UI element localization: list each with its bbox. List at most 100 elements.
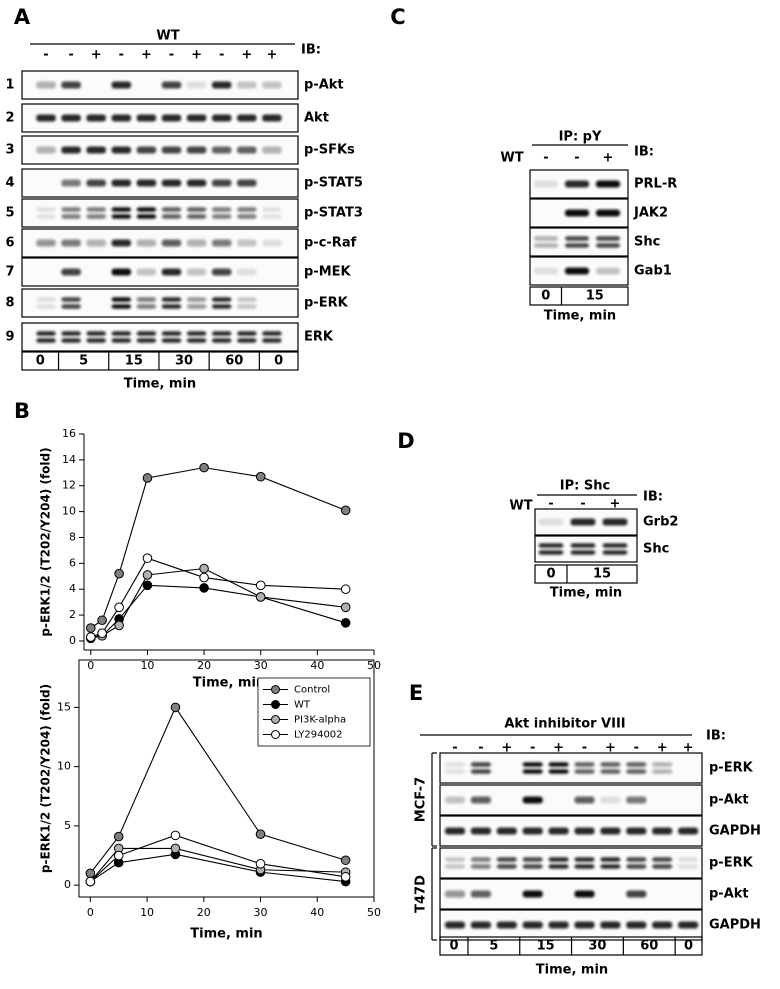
band bbox=[564, 236, 590, 241]
band bbox=[237, 146, 257, 154]
band bbox=[522, 827, 543, 835]
band bbox=[444, 796, 466, 804]
band bbox=[136, 338, 157, 343]
data-point bbox=[340, 872, 351, 882]
data-point bbox=[255, 471, 266, 482]
y-tick-label: 8 bbox=[69, 530, 76, 543]
data-point bbox=[142, 580, 153, 591]
band bbox=[564, 209, 590, 217]
band bbox=[111, 114, 132, 122]
time-value: 15 bbox=[125, 354, 143, 369]
band bbox=[136, 146, 157, 154]
data-point bbox=[255, 580, 266, 591]
lane-sign: - bbox=[548, 497, 553, 512]
series-line bbox=[90, 584, 346, 639]
band bbox=[262, 338, 282, 343]
y-tick-label: 0 bbox=[64, 878, 71, 891]
band bbox=[237, 304, 257, 309]
y-axis-label: p-ERK1/2 (T202/Y204) (fold) bbox=[39, 684, 53, 873]
series-line bbox=[90, 567, 346, 638]
band bbox=[496, 827, 517, 835]
time-value: 15 bbox=[586, 289, 604, 304]
band bbox=[626, 827, 647, 835]
legend-marker bbox=[271, 715, 280, 724]
ib-label: IB: bbox=[634, 145, 654, 160]
band bbox=[36, 207, 56, 212]
x-tick-label: 30 bbox=[254, 659, 268, 672]
band bbox=[262, 239, 282, 247]
time-value: 15 bbox=[537, 939, 555, 954]
band bbox=[186, 304, 207, 309]
band bbox=[626, 890, 647, 898]
lane-sign: - bbox=[119, 48, 124, 63]
band bbox=[570, 550, 596, 555]
data-point bbox=[199, 563, 209, 574]
row-label: p-ERK bbox=[709, 761, 754, 776]
data-point bbox=[340, 505, 351, 516]
time-label: Time, min bbox=[124, 377, 196, 392]
band bbox=[237, 179, 257, 187]
lane-sign: + bbox=[657, 741, 668, 756]
band bbox=[86, 179, 106, 187]
band bbox=[595, 243, 621, 248]
row-label: p-STAT5 bbox=[304, 176, 363, 191]
legend-marker bbox=[271, 700, 280, 709]
row-number: 5 bbox=[5, 206, 14, 221]
row-label: p-STAT3 bbox=[304, 206, 363, 221]
time-label: Time, min bbox=[544, 309, 616, 324]
band bbox=[548, 864, 569, 869]
band bbox=[111, 207, 132, 212]
band bbox=[211, 331, 232, 336]
series-line bbox=[90, 853, 346, 883]
lane-sign: - bbox=[169, 48, 174, 63]
blot-frame bbox=[21, 198, 299, 228]
band bbox=[522, 769, 543, 774]
band bbox=[186, 179, 207, 187]
lane-sign: - bbox=[68, 48, 73, 63]
band bbox=[600, 827, 621, 835]
band bbox=[61, 81, 81, 89]
band bbox=[533, 243, 559, 248]
band bbox=[111, 268, 132, 276]
data-point bbox=[113, 850, 124, 861]
time-frame bbox=[529, 286, 629, 306]
bands bbox=[444, 827, 699, 835]
blot-frame bbox=[529, 227, 629, 257]
band bbox=[522, 890, 543, 898]
bands bbox=[444, 890, 647, 898]
bands bbox=[36, 81, 282, 89]
band bbox=[61, 114, 81, 122]
legend-label: WT bbox=[294, 700, 311, 711]
y-tick-label: 2 bbox=[69, 608, 76, 621]
band bbox=[211, 214, 232, 219]
time-value: 0 bbox=[684, 939, 693, 954]
wt-label: WT bbox=[500, 151, 523, 166]
bands bbox=[61, 268, 257, 276]
lane-sign: + bbox=[241, 48, 252, 63]
ib-label: IB: bbox=[643, 490, 663, 505]
row-number: 4 bbox=[5, 176, 14, 191]
band bbox=[111, 146, 132, 154]
band bbox=[677, 864, 699, 869]
band bbox=[61, 146, 81, 154]
data-point bbox=[114, 602, 124, 613]
series-line bbox=[89, 834, 346, 882]
band bbox=[136, 268, 157, 276]
band bbox=[161, 114, 182, 122]
band bbox=[136, 331, 157, 336]
lane-sign: + bbox=[141, 48, 152, 63]
row-label: GAPDH bbox=[709, 918, 761, 933]
band bbox=[111, 304, 132, 309]
band bbox=[161, 304, 182, 309]
band bbox=[652, 769, 673, 774]
data-point bbox=[85, 868, 96, 879]
time-value: 5 bbox=[79, 354, 88, 369]
row-number: 6 bbox=[5, 236, 14, 251]
lane-sign: - bbox=[543, 151, 548, 166]
band bbox=[626, 769, 647, 774]
band bbox=[36, 239, 56, 247]
band bbox=[262, 114, 282, 122]
time-value: 30 bbox=[588, 939, 606, 954]
